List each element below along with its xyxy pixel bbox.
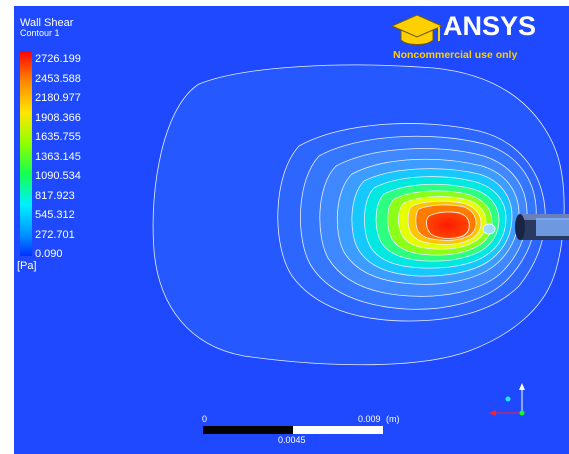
legend-level-label: 1635.755 xyxy=(35,131,81,143)
scale-unit: (m) xyxy=(386,414,400,424)
legend-level-label: 272.701 xyxy=(35,228,75,241)
scale-bar-white xyxy=(293,426,383,434)
legend-color-bar xyxy=(20,51,32,256)
legend-level-label: 0.090 xyxy=(35,248,63,260)
nozzle-tube xyxy=(515,214,569,240)
scale-left-value: 0 xyxy=(202,414,208,424)
legend-level-label: 2726.199 xyxy=(35,53,81,65)
mortarboard-icon xyxy=(391,14,443,45)
legend-level-label: 1090.534 xyxy=(35,170,81,182)
contour-viewport[interactable]: Wall Shear Contour 1 2726.199 2453.588 218… xyxy=(14,6,569,454)
scale-right-value: 0.009 xyxy=(358,414,381,424)
scale-bar: 0 0.009 (m) 0.0045 xyxy=(202,415,402,450)
ansys-logo: ANSYS Noncommercial use only xyxy=(391,11,561,71)
legend-level-label: 1908.366 xyxy=(35,111,81,124)
legend-level-label: 1363.145 xyxy=(35,150,81,163)
scale-bar-black xyxy=(203,426,293,434)
legend-level-label: 2453.588 xyxy=(35,72,81,85)
scale-mid-value: 0.0045 xyxy=(278,435,306,445)
legend-level-label: 545.312 xyxy=(35,209,75,221)
legend-subtitle: Contour 1 xyxy=(20,28,60,38)
legend-title: Wall Shear xyxy=(20,17,74,29)
legend-level-label: 817.923 xyxy=(35,189,75,202)
ansys-wordmark: ANSYS xyxy=(443,11,537,41)
axis-triad-icon xyxy=(489,383,525,416)
contour-spot xyxy=(482,223,496,235)
contour-band-13 xyxy=(426,211,470,239)
legend-unit: [Pa] xyxy=(17,260,37,272)
noncommercial-note: Noncommercial use only xyxy=(393,49,518,61)
wall-shear-contour-plot xyxy=(152,64,569,366)
legend-level-label: 2180.977 xyxy=(35,92,81,104)
